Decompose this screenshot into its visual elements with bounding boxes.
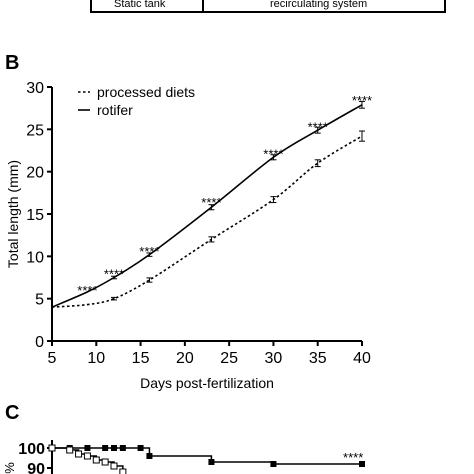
x-axis-label: Days post-fertilization bbox=[140, 375, 274, 391]
x-tick-label: 35 bbox=[309, 350, 327, 367]
y-tick-label: 20 bbox=[26, 165, 44, 182]
open-square-marker bbox=[48, 444, 56, 452]
significance-label: **** bbox=[77, 283, 97, 298]
x-tick-label: 5 bbox=[48, 350, 57, 367]
table-divider bbox=[202, 0, 204, 11]
legend-label: rotifer bbox=[97, 102, 133, 118]
panel-c-y-axis-label: % bbox=[2, 462, 17, 474]
y-axis-label: Total length (mm) bbox=[5, 160, 21, 268]
series-line bbox=[51, 135, 363, 308]
x-tick-label: 15 bbox=[132, 350, 150, 367]
top-table: Static tank recirculating system bbox=[90, 0, 446, 13]
panel-c-y-tick-label: 100 bbox=[18, 441, 45, 458]
open-square-marker bbox=[101, 458, 109, 466]
significance-label: **** bbox=[352, 93, 372, 108]
filled-square-marker bbox=[102, 445, 109, 451]
panel-letter-c: C bbox=[5, 402, 20, 424]
open-square-marker bbox=[66, 446, 74, 454]
significance-label: **** bbox=[139, 244, 159, 259]
open-square-marker bbox=[83, 452, 91, 460]
filled-square-marker bbox=[84, 445, 91, 451]
filled-square-marker bbox=[137, 445, 144, 451]
y-tick-label: 0 bbox=[35, 334, 44, 351]
x-tick-label: 40 bbox=[353, 350, 371, 367]
filled-square-marker bbox=[146, 453, 153, 459]
y-tick-label: 15 bbox=[26, 207, 44, 224]
significance-label: **** bbox=[308, 119, 328, 134]
open-square-marker bbox=[75, 450, 83, 458]
table-cell-left: Static tank bbox=[114, 0, 166, 10]
y-tick-label: 5 bbox=[35, 292, 44, 309]
y-tick-label: 30 bbox=[26, 80, 44, 97]
x-tick-label: 20 bbox=[176, 350, 194, 367]
table-cell-right: recirculating system bbox=[270, 0, 368, 10]
open-square-marker bbox=[110, 462, 118, 470]
open-square-marker bbox=[119, 468, 127, 474]
significance-label: **** bbox=[104, 267, 124, 282]
x-tick-label: 30 bbox=[265, 350, 283, 367]
significance-label: **** bbox=[263, 147, 283, 162]
panel-letter-b: B bbox=[5, 52, 20, 74]
significance-label: **** bbox=[201, 195, 221, 210]
filled-square-marker bbox=[111, 445, 117, 451]
open-square-marker bbox=[92, 456, 100, 464]
panel-c-y-tick-label: 90 bbox=[27, 461, 45, 474]
filled-square-marker bbox=[208, 459, 215, 465]
filled-square-marker bbox=[359, 461, 365, 467]
y-tick-label: 10 bbox=[26, 249, 44, 266]
x-tick-label: 10 bbox=[87, 350, 105, 367]
series-line bbox=[51, 104, 363, 308]
x-tick-label: 25 bbox=[220, 350, 238, 367]
filled-square-marker bbox=[119, 445, 126, 451]
panel-c-significance-label: **** bbox=[343, 450, 363, 465]
filled-square-marker bbox=[270, 461, 277, 467]
legend-label: processed diets bbox=[97, 84, 195, 100]
y-tick-label: 25 bbox=[26, 122, 44, 139]
